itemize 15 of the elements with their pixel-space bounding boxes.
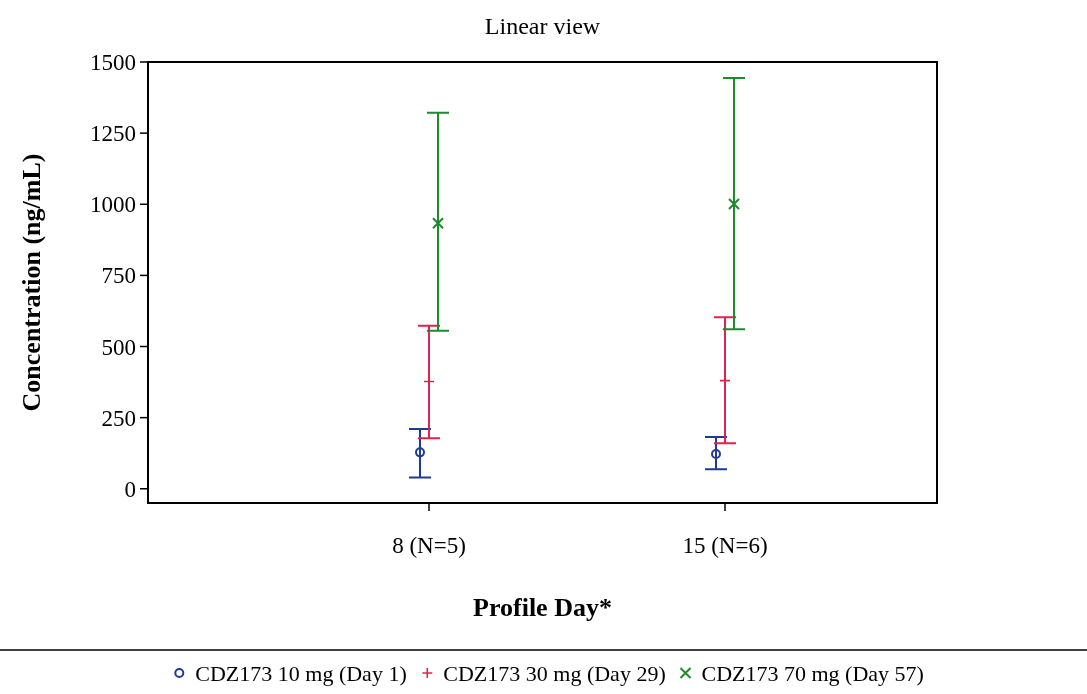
y-tick-label: 500 xyxy=(101,334,136,360)
x-axis-title: Profile Day* xyxy=(473,593,612,622)
y-tick-label: 250 xyxy=(101,405,136,431)
chart-title: Linear view xyxy=(484,13,601,39)
legend-label: CDZ173 30 mg (Day 29) xyxy=(443,660,666,686)
y-tick-label: 0 xyxy=(124,476,136,502)
y-tick-label: 750 xyxy=(101,263,136,289)
y-axis-title: Concentration (ng/mL) xyxy=(17,153,46,412)
legend-label: CDZ173 10 mg (Day 1) xyxy=(195,660,407,686)
x-tick-label: 8 (N=5) xyxy=(392,533,466,558)
y-tick-label: 1000 xyxy=(90,192,136,218)
y-tick-label: 1250 xyxy=(90,121,136,147)
x-tick-label: 15 (N=6) xyxy=(682,533,768,558)
y-tick-label: 1500 xyxy=(90,50,136,76)
legend-label: CDZ173 70 mg (Day 57) xyxy=(701,660,924,686)
